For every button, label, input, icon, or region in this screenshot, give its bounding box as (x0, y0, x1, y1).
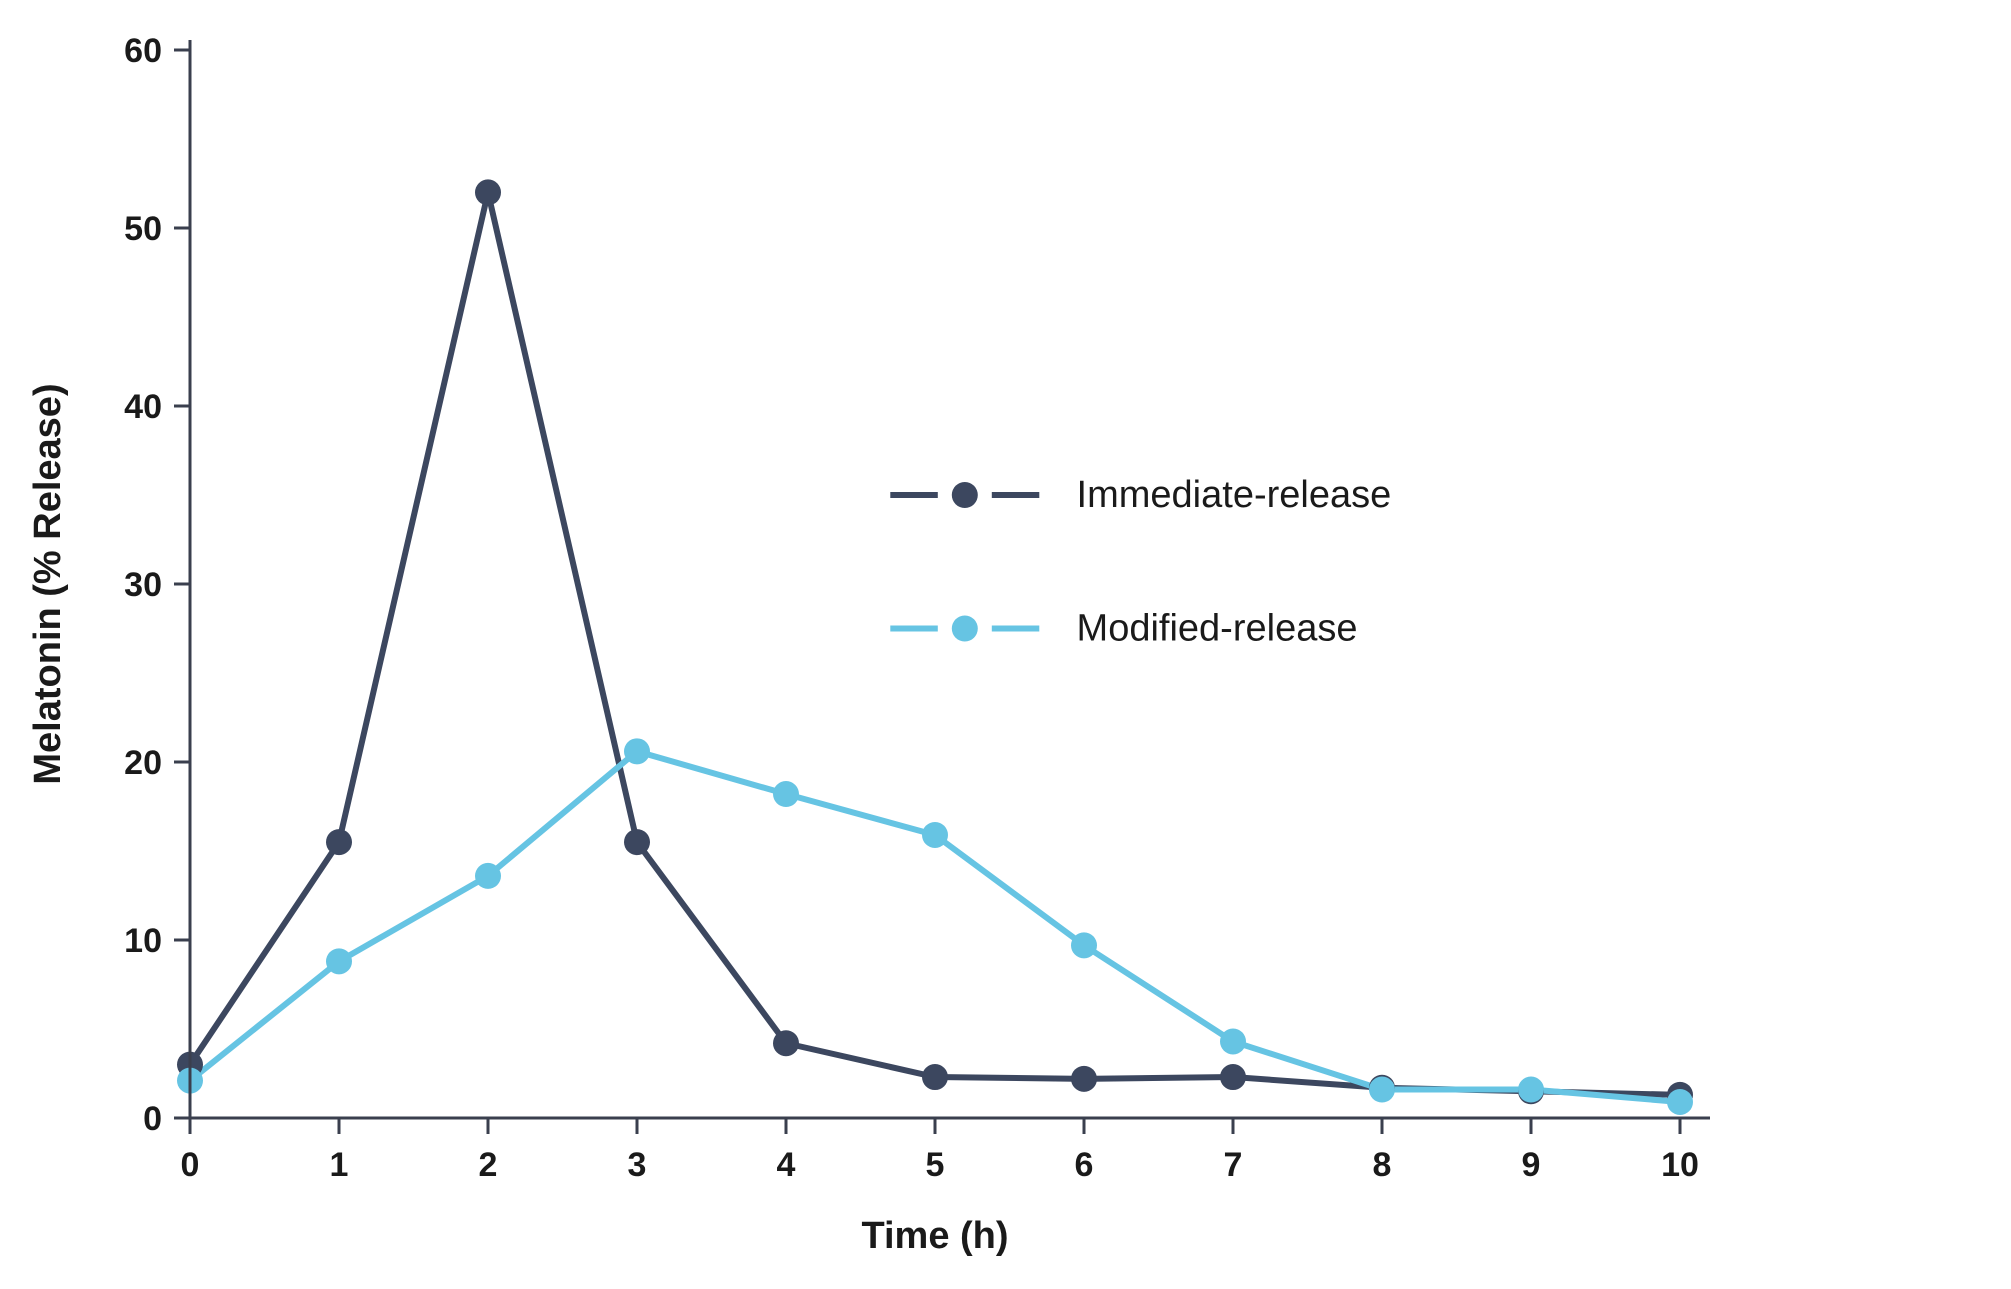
series-marker-0 (475, 179, 501, 205)
y-tick-label: 40 (124, 388, 162, 426)
series-marker-1 (922, 822, 948, 848)
series-marker-0 (922, 1064, 948, 1090)
chart-container: 0 1 2 3 4 5 6 7 8 9 10 0 10 20 30 40 50 60 Time (h) Melaton… (0, 0, 2011, 1289)
x-tick-label: 7 (1224, 1146, 1243, 1184)
legend-swatch-marker (952, 482, 978, 508)
y-axis-title: Melatonin (% Release) (27, 383, 69, 784)
series-marker-1 (1667, 1089, 1693, 1115)
series-marker-1 (1220, 1028, 1246, 1054)
x-tick-label: 1 (330, 1146, 349, 1184)
series-marker-1 (773, 781, 799, 807)
legend-label: Modified-release (1077, 608, 1358, 650)
x-tick-label: 6 (1075, 1146, 1094, 1184)
x-tick-label: 2 (479, 1146, 498, 1184)
series-marker-0 (1071, 1066, 1097, 1092)
y-tick-label: 10 (124, 922, 162, 960)
y-tick-label: 20 (124, 744, 162, 782)
series-marker-1 (326, 948, 352, 974)
legend-label: Immediate-release (1077, 474, 1392, 516)
x-tick-label: 8 (1373, 1146, 1392, 1184)
series-marker-0 (624, 829, 650, 855)
y-tick-label: 0 (143, 1100, 162, 1138)
x-tick-label: 5 (926, 1146, 945, 1184)
series-marker-1 (624, 738, 650, 764)
x-tick-label: 3 (628, 1146, 647, 1184)
legend-swatch-marker (952, 616, 978, 642)
series-marker-1 (1369, 1077, 1395, 1103)
line-chart: 0 1 2 3 4 5 6 7 8 9 10 0 10 20 30 40 50 60 Time (h) Melaton… (0, 0, 2011, 1289)
x-tick-label: 9 (1522, 1146, 1541, 1184)
x-axis-title: Time (h) (861, 1215, 1008, 1257)
series-marker-1 (1071, 932, 1097, 958)
y-tick-label: 30 (124, 566, 162, 604)
series-marker-1 (475, 863, 501, 889)
series-marker-0 (773, 1030, 799, 1056)
chart-background (0, 0, 2011, 1289)
x-tick-label: 4 (777, 1146, 796, 1184)
series-marker-0 (1220, 1064, 1246, 1090)
y-tick-label: 50 (124, 210, 162, 248)
x-tick-label: 0 (181, 1146, 200, 1184)
x-tick-label: 10 (1661, 1146, 1699, 1184)
series-marker-1 (1518, 1077, 1544, 1103)
series-marker-0 (326, 829, 352, 855)
y-tick-label: 60 (124, 32, 162, 70)
